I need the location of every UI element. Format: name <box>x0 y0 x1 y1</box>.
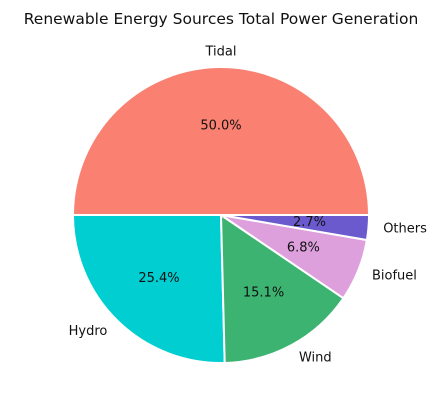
pie-category-label-wind: Wind <box>299 350 332 365</box>
pie-category-label-others: Others <box>383 221 427 236</box>
pie-pct-label-tidal: 50.0% <box>200 119 241 134</box>
pie-slice-hydro <box>72 214 226 364</box>
chart-title: Renewable Energy Sources Total Power Gen… <box>24 10 419 28</box>
pie-slices <box>72 66 370 364</box>
pie-slice-tidal <box>72 66 370 216</box>
pie-category-label-hydro: Hydro <box>69 324 108 339</box>
pie-slice-wind <box>220 214 345 364</box>
pie-pct-label-biofuel: 6.8% <box>287 241 320 256</box>
pie-pct-label-wind: 15.1% <box>243 285 284 300</box>
pie-pct-label-others: 2.7% <box>293 215 326 230</box>
pie-category-label-tidal: Tidal <box>205 45 237 60</box>
pie-slice-others <box>220 214 370 241</box>
pie-labels: 50.0% Tidal 25.4% Hydro 15.1% Wind 6.8% Biofuel… <box>69 45 428 366</box>
pie-category-label-biofuel: Biofuel <box>372 268 417 283</box>
pie-pct-label-hydro: 25.4% <box>138 271 179 286</box>
